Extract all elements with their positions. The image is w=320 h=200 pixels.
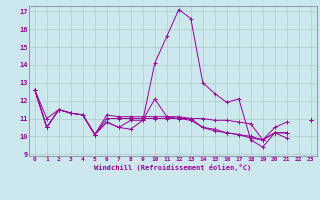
X-axis label: Windchill (Refroidissement éolien,°C): Windchill (Refroidissement éolien,°C) [94, 164, 252, 171]
